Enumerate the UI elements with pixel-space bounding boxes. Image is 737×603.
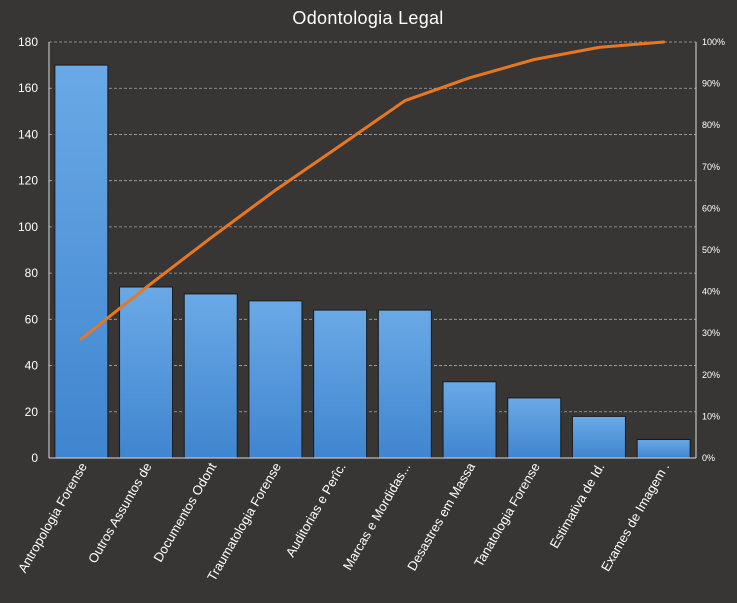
cumulative-line-layer bbox=[79, 40, 666, 341]
left-axis-ticks: 0 20 40 60 80 100 120 140 160 180 bbox=[18, 35, 38, 465]
right-tick-label: 30% bbox=[702, 328, 720, 338]
right-axis-ticks: 0% 10% 20% 30% 40% 50% 60% 70% 80% 90% 100% bbox=[702, 37, 725, 463]
left-tick-label: 0 bbox=[31, 451, 38, 465]
right-tick-label: 80% bbox=[702, 120, 720, 130]
cumulative-percent-line bbox=[79, 40, 666, 341]
bar bbox=[119, 286, 174, 459]
right-tick-label: 10% bbox=[702, 411, 720, 421]
category-label: Tanatologia Forense bbox=[471, 460, 543, 570]
right-tick-label: 70% bbox=[702, 162, 720, 172]
left-tick-label: 120 bbox=[18, 174, 38, 188]
left-tick-label: 80 bbox=[25, 266, 39, 280]
right-tick-label: 50% bbox=[702, 245, 720, 255]
category-label: Desastres em Massa bbox=[404, 459, 478, 573]
right-tick-label: 20% bbox=[702, 370, 720, 380]
bar bbox=[571, 415, 626, 459]
bar bbox=[183, 293, 238, 459]
right-tick-label: 60% bbox=[702, 203, 720, 213]
bar bbox=[313, 309, 368, 459]
left-tick-label: 100 bbox=[18, 220, 38, 234]
right-tick-label: 0% bbox=[702, 453, 715, 463]
category-label: Estimativa de Id. bbox=[547, 460, 608, 551]
bars-layer bbox=[54, 64, 691, 459]
bar bbox=[54, 64, 109, 459]
category-label: Antropologia Forense bbox=[15, 460, 90, 575]
category-label: Traumatologia Forense bbox=[204, 460, 284, 583]
category-label: Documentos Odont bbox=[150, 460, 219, 565]
left-tick-label: 40 bbox=[25, 359, 39, 373]
left-tick-label: 160 bbox=[18, 81, 38, 95]
category-label: Outros Assuntos de bbox=[85, 460, 155, 566]
right-tick-label: 100% bbox=[702, 37, 725, 47]
left-tick-label: 140 bbox=[18, 127, 38, 141]
category-label: Marcas e Mordidas... bbox=[340, 460, 414, 573]
bar bbox=[442, 381, 497, 459]
bar bbox=[636, 439, 691, 459]
right-tick-label: 90% bbox=[702, 79, 720, 89]
right-tick-label: 40% bbox=[702, 287, 720, 297]
category-label: Auditorias e Perîc. bbox=[283, 460, 349, 559]
left-tick-label: 20 bbox=[25, 405, 39, 419]
left-tick-label: 180 bbox=[18, 35, 38, 49]
axis-layer bbox=[48, 42, 697, 459]
bar bbox=[248, 300, 303, 459]
left-tick-label: 60 bbox=[25, 312, 39, 326]
chart-title: Odontologia Legal bbox=[292, 8, 443, 28]
bar bbox=[377, 309, 432, 459]
category-label: Exames de Imagem . bbox=[598, 460, 672, 574]
bar bbox=[507, 397, 562, 459]
